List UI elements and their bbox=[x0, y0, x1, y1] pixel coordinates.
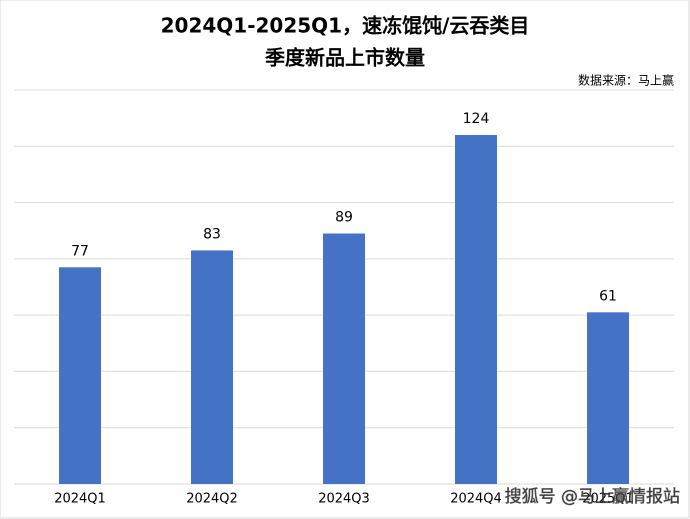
x-tick-label: 2024Q2 bbox=[186, 492, 238, 507]
bar bbox=[587, 312, 629, 484]
bar bbox=[455, 135, 497, 484]
x-tick-label: 2024Q4 bbox=[450, 492, 502, 507]
chart-title: 2024Q1-2025Q1，速冻馄饨/云吞类目 bbox=[161, 14, 530, 38]
x-tick-label: 2025Q1 bbox=[582, 492, 634, 507]
data-label: 83 bbox=[203, 226, 221, 242]
data-label: 61 bbox=[599, 288, 617, 304]
bar bbox=[323, 233, 365, 484]
chart-subtitle: 季度新品上市数量 bbox=[264, 46, 425, 70]
x-tick-label: 2024Q1 bbox=[54, 492, 106, 507]
watermark: 搜狐号 @马上赢情报站 bbox=[505, 487, 680, 507]
x-tick-label: 2024Q3 bbox=[318, 492, 370, 507]
bar bbox=[59, 267, 101, 484]
source: 数据来源：马上赢 bbox=[578, 73, 674, 88]
data-label: 124 bbox=[463, 111, 490, 127]
data-label: 77 bbox=[71, 243, 89, 259]
data-label: 89 bbox=[335, 210, 353, 226]
bar bbox=[191, 250, 233, 484]
